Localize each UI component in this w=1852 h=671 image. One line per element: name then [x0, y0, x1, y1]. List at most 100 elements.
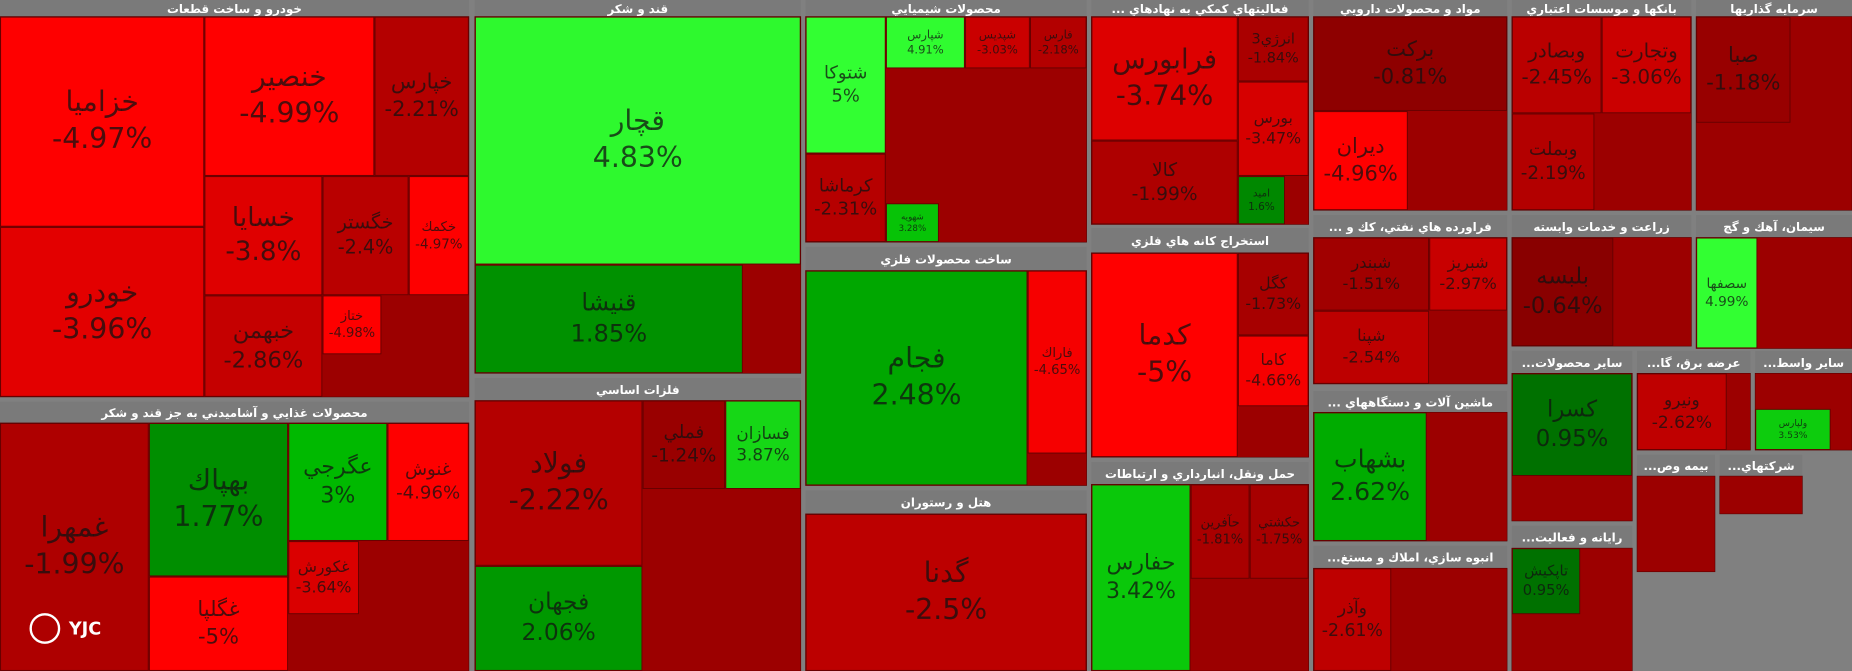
sector-title: مواد و محصولات دارويي	[1340, 2, 1481, 17]
tile-value: -1.73%	[1245, 294, 1301, 313]
tile-name: قنيشا	[581, 288, 636, 316]
tile	[805, 153, 886, 243]
tile-value: -2.54%	[1343, 347, 1401, 366]
sector-header	[1755, 350, 1852, 374]
tile-value: -2.31%	[814, 198, 877, 219]
tile	[965, 16, 1030, 69]
sector-header	[474, 378, 801, 401]
tile-name: غكورش	[298, 557, 350, 577]
tile-name: كرماشا	[819, 175, 873, 196]
tile	[1091, 140, 1238, 225]
sector-title: سيمان، آهك و گچ	[1723, 219, 1825, 235]
tile-name: انرژي3	[1252, 32, 1295, 48]
sector-title: محصولات غذايي و آشاميدني به جز قند و شكر	[100, 405, 367, 421]
sector-title: ...بيمه وص	[1643, 459, 1708, 474]
sector-header	[1696, 215, 1852, 238]
sector: سرمايه گذاريها صبا -1.18%	[1695, 0, 1852, 211]
sector-header	[805, 0, 1087, 17]
sector-title: ...عرضه برق، گا	[1647, 356, 1741, 371]
tile	[408, 176, 469, 296]
tile-value: 1.85%	[571, 320, 648, 348]
tile	[1237, 81, 1309, 176]
tile-value: -2.4%	[338, 236, 394, 259]
tile-value: -1.51%	[1343, 274, 1401, 293]
sector: ... فعاليتهاي كمكي به نهادهاي فرابورس-3.7…	[1091, 0, 1309, 225]
tile	[1313, 16, 1507, 111]
sector-title: سرمايه گذاريها	[1730, 2, 1818, 17]
sector-header	[1313, 0, 1508, 17]
tile-value: 1.6%	[1248, 201, 1275, 213]
tile	[1637, 373, 1727, 450]
tile-value: -2.22%	[509, 484, 609, 517]
tile-name: وتجارت	[1615, 39, 1678, 63]
tile-name: شبريز	[1447, 253, 1489, 273]
tile	[374, 16, 469, 176]
tile	[805, 270, 1028, 486]
tile-name: گدنا	[924, 556, 969, 589]
sector-title: ...شركتهاي	[1728, 459, 1795, 474]
tile-value: -4.96%	[396, 483, 460, 504]
tile-value: -1.84%	[1248, 50, 1299, 66]
tile	[1313, 237, 1430, 311]
tile-value: 3%	[320, 483, 355, 508]
logo-mark	[29, 613, 61, 644]
tile-name: حآفرين	[1200, 514, 1239, 531]
tile-value: -2.18%	[1038, 43, 1079, 57]
tile-name: خبهمن	[233, 318, 294, 344]
sector-header	[1313, 391, 1508, 413]
sector-header	[805, 490, 1087, 514]
tile-value: -1.18%	[1706, 70, 1780, 94]
tile	[805, 16, 886, 154]
tile-name: فملي	[663, 422, 704, 443]
tile-name: فاراك	[1042, 346, 1073, 361]
tile	[1313, 310, 1430, 384]
sector-header	[1637, 454, 1715, 477]
tile-name: عگرجي	[303, 454, 372, 480]
tile-value: -5%	[198, 624, 239, 648]
tile	[0, 16, 205, 227]
sector: ... ماشين آلات و دستگاههاي بشهاب 2.62%	[1313, 391, 1508, 542]
tile-name: ونيرو	[1663, 391, 1700, 411]
sector-header	[0, 401, 469, 423]
tile	[1030, 16, 1087, 69]
tile-name: فولاد	[530, 447, 587, 480]
tile-value: -3.47%	[1245, 129, 1301, 148]
sector-title: بانكها و موسسات اعتباري	[1526, 2, 1676, 17]
tile-value: -2.61%	[1322, 621, 1383, 641]
tile-name: شپنا	[1357, 326, 1385, 346]
tile-value: -1.99%	[24, 547, 124, 580]
tile	[1511, 548, 1581, 615]
tile-value: -2.45%	[1521, 64, 1592, 88]
tile	[885, 203, 939, 243]
sector-title: ساخت محصولات فلزي	[880, 252, 1011, 267]
tile-name: ختاز	[340, 309, 363, 324]
tile-value: -2.62%	[1652, 413, 1712, 433]
tile	[474, 264, 743, 374]
tile	[1313, 568, 1392, 671]
sector-title: قند و شكر	[606, 2, 668, 17]
sector-header	[474, 0, 801, 17]
tile-value: -3.74%	[1116, 79, 1213, 111]
tile	[322, 176, 409, 296]
tile-name: شتوكا	[824, 62, 867, 83]
sector-header	[1511, 0, 1692, 17]
sector: ...شركتهاي	[1719, 454, 1803, 515]
sector-header	[1511, 215, 1692, 238]
sector-header	[1091, 0, 1309, 17]
sector: ...ساير محصولات كسرا 0.95%	[1511, 350, 1633, 522]
sector: حمل ونقل، انبارداري و ارتباطات حفارس 3.42%…	[1091, 461, 1309, 671]
tile-name: بهپاك	[188, 463, 249, 496]
tile	[0, 226, 205, 397]
sector-title: ... فعاليتهاي كمكي به نهادهاي	[1111, 2, 1288, 17]
tile-value: -3.8%	[225, 237, 301, 267]
tile	[1237, 176, 1285, 225]
tile	[1313, 412, 1427, 541]
tile-name: خزاميا	[65, 85, 138, 118]
sector: ...رايانه و فعاليت تاپكيش 0.95%	[1511, 525, 1633, 671]
tile-value: 3.53%	[1778, 430, 1807, 441]
tile-name: فجام	[888, 342, 946, 375]
tile-name: كسرا	[1547, 396, 1597, 422]
